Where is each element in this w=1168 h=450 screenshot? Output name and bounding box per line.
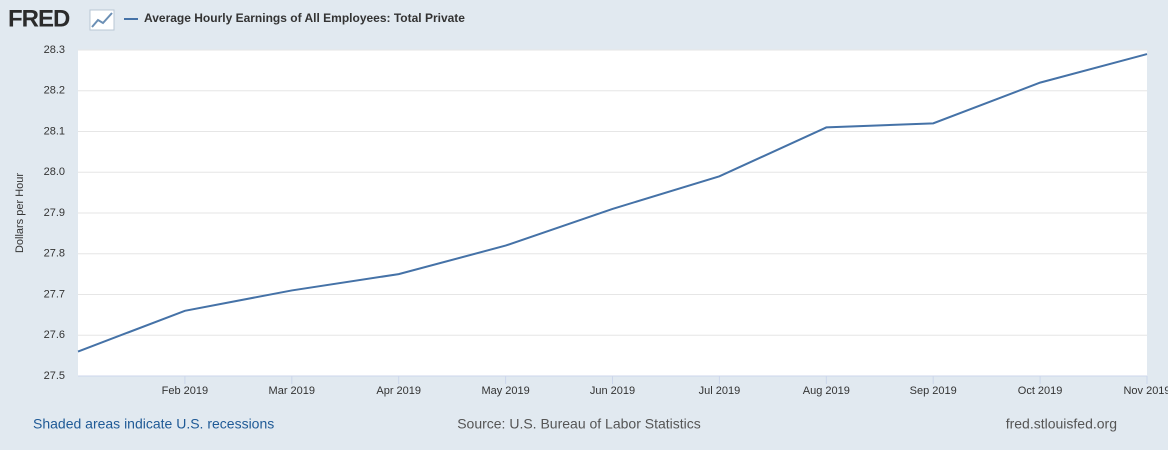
- x-tick-label: Mar 2019: [269, 385, 315, 397]
- site-link[interactable]: fred.stlouisfed.org: [1006, 416, 1117, 432]
- y-tick-label: 27.7: [44, 288, 65, 300]
- x-tick-label: Jun 2019: [590, 385, 635, 397]
- y-tick-label: 27.9: [44, 207, 65, 219]
- recession-note[interactable]: Shaded areas indicate U.S. recessions: [33, 416, 274, 432]
- x-tick-label: Apr 2019: [376, 385, 421, 397]
- x-tick-label: May 2019: [481, 385, 529, 397]
- y-tick-label: 28.3: [44, 44, 65, 56]
- y-tick-label: 27.5: [44, 370, 65, 382]
- y-axis-label: Dollars per Hour: [14, 173, 26, 253]
- logo[interactable]: FRED: [8, 5, 71, 32]
- x-tick-label: Nov 2019: [1123, 385, 1168, 397]
- x-tick-label: Aug 2019: [803, 385, 850, 397]
- y-tick-label: 28.2: [44, 85, 65, 97]
- x-tick-label: Sep 2019: [910, 385, 957, 397]
- y-tick-label: 28.1: [44, 125, 65, 137]
- x-tick-label: Jul 2019: [699, 385, 741, 397]
- series-line: [77, 53, 1148, 353]
- y-tick-label: 27.6: [44, 329, 65, 341]
- y-tick-label: 27.8: [44, 248, 65, 260]
- x-tick-label: Feb 2019: [162, 385, 208, 397]
- legend-label: Average Hourly Earnings of All Employees…: [144, 11, 465, 25]
- source: Source: U.S. Bureau of Labor Statistics: [457, 416, 701, 432]
- logo-icon: [89, 9, 115, 31]
- x-tick-label: Oct 2019: [1018, 385, 1063, 397]
- y-tick-label: 28.0: [44, 166, 65, 178]
